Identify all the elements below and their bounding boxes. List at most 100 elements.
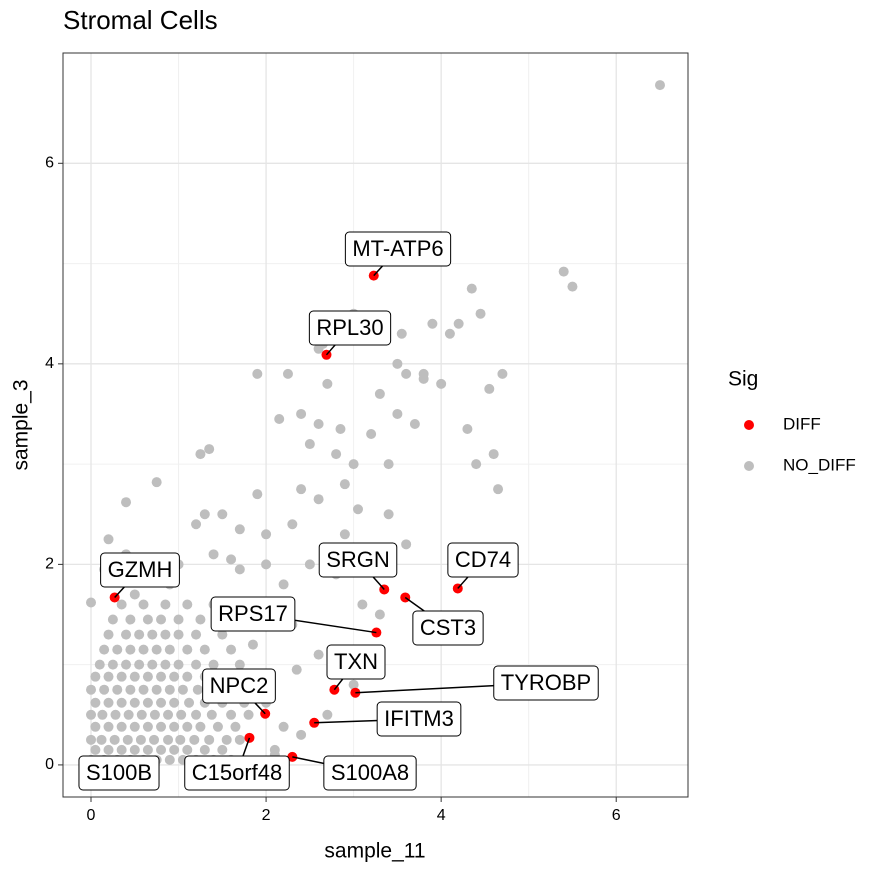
point <box>90 697 101 708</box>
point <box>142 671 153 682</box>
point <box>204 444 215 455</box>
point <box>296 484 307 495</box>
point <box>418 368 429 379</box>
point <box>204 734 215 745</box>
point <box>86 597 97 608</box>
point <box>96 734 107 745</box>
point <box>163 709 174 720</box>
point <box>234 564 245 575</box>
point <box>462 424 473 435</box>
point <box>177 684 188 695</box>
point-label: TYROBP <box>493 665 599 701</box>
label-text: S100B <box>86 760 152 785</box>
point <box>252 489 263 500</box>
point <box>313 649 324 660</box>
label-text: SRGN <box>326 547 390 572</box>
point <box>352 504 363 515</box>
point-label: S100A8 <box>323 755 417 791</box>
label-text: C15orf48 <box>192 760 283 785</box>
point <box>156 721 167 732</box>
point <box>86 709 97 720</box>
label-text: CD74 <box>455 547 511 572</box>
point <box>654 80 665 91</box>
point <box>182 721 193 732</box>
point <box>392 408 403 419</box>
point <box>199 744 210 755</box>
point-label: S100B <box>78 755 160 791</box>
point <box>149 709 160 720</box>
point <box>103 629 114 640</box>
label-box <box>412 610 484 646</box>
point <box>234 524 245 535</box>
point <box>191 659 202 670</box>
point <box>86 734 97 745</box>
point <box>195 721 206 732</box>
point <box>90 671 101 682</box>
point <box>274 413 285 424</box>
point <box>112 684 123 695</box>
point <box>304 559 315 570</box>
point <box>107 614 118 625</box>
point <box>401 368 412 379</box>
point <box>304 439 315 450</box>
point <box>147 659 158 670</box>
point-label: MT-ATP6 <box>344 231 452 267</box>
point <box>208 659 219 670</box>
label-box <box>210 596 296 632</box>
point <box>471 459 482 470</box>
y-tick-label: 2 <box>45 556 54 573</box>
point <box>558 266 569 277</box>
point <box>169 671 180 682</box>
point <box>261 529 272 540</box>
point <box>444 328 455 339</box>
point <box>129 697 140 708</box>
point <box>138 599 149 610</box>
point <box>142 614 153 625</box>
point <box>109 734 120 745</box>
y-axis-title: sample_3 <box>10 379 33 470</box>
point <box>99 684 110 695</box>
point <box>252 368 263 379</box>
point <box>374 609 385 620</box>
label-box <box>308 310 392 346</box>
point <box>184 697 195 708</box>
point <box>156 744 167 755</box>
point <box>488 449 499 460</box>
label-box <box>376 701 462 737</box>
point <box>156 697 167 708</box>
point <box>313 418 324 429</box>
point <box>195 614 206 625</box>
label-text: S100A8 <box>331 760 409 785</box>
point <box>475 308 486 319</box>
point <box>116 671 127 682</box>
point <box>116 721 127 732</box>
point <box>129 721 140 732</box>
x-tick-label: 4 <box>437 807 446 824</box>
point <box>191 629 202 640</box>
point <box>348 459 359 470</box>
point <box>121 629 132 640</box>
point <box>129 671 140 682</box>
point <box>230 721 241 732</box>
point-label: C15orf48 <box>184 755 290 791</box>
point <box>142 744 153 755</box>
point <box>176 709 187 720</box>
point <box>335 424 346 435</box>
point <box>103 671 114 682</box>
point <box>192 684 203 695</box>
point <box>182 671 193 682</box>
point <box>110 709 121 720</box>
label-box <box>326 644 386 680</box>
point <box>243 709 254 720</box>
point <box>291 664 302 675</box>
point <box>409 418 420 429</box>
label-box <box>184 755 290 791</box>
point <box>116 599 127 610</box>
point <box>129 589 140 600</box>
point <box>169 697 180 708</box>
point <box>217 744 228 755</box>
point <box>136 709 147 720</box>
point <box>374 388 385 399</box>
label-text: RPS17 <box>218 601 288 626</box>
point <box>296 408 307 419</box>
